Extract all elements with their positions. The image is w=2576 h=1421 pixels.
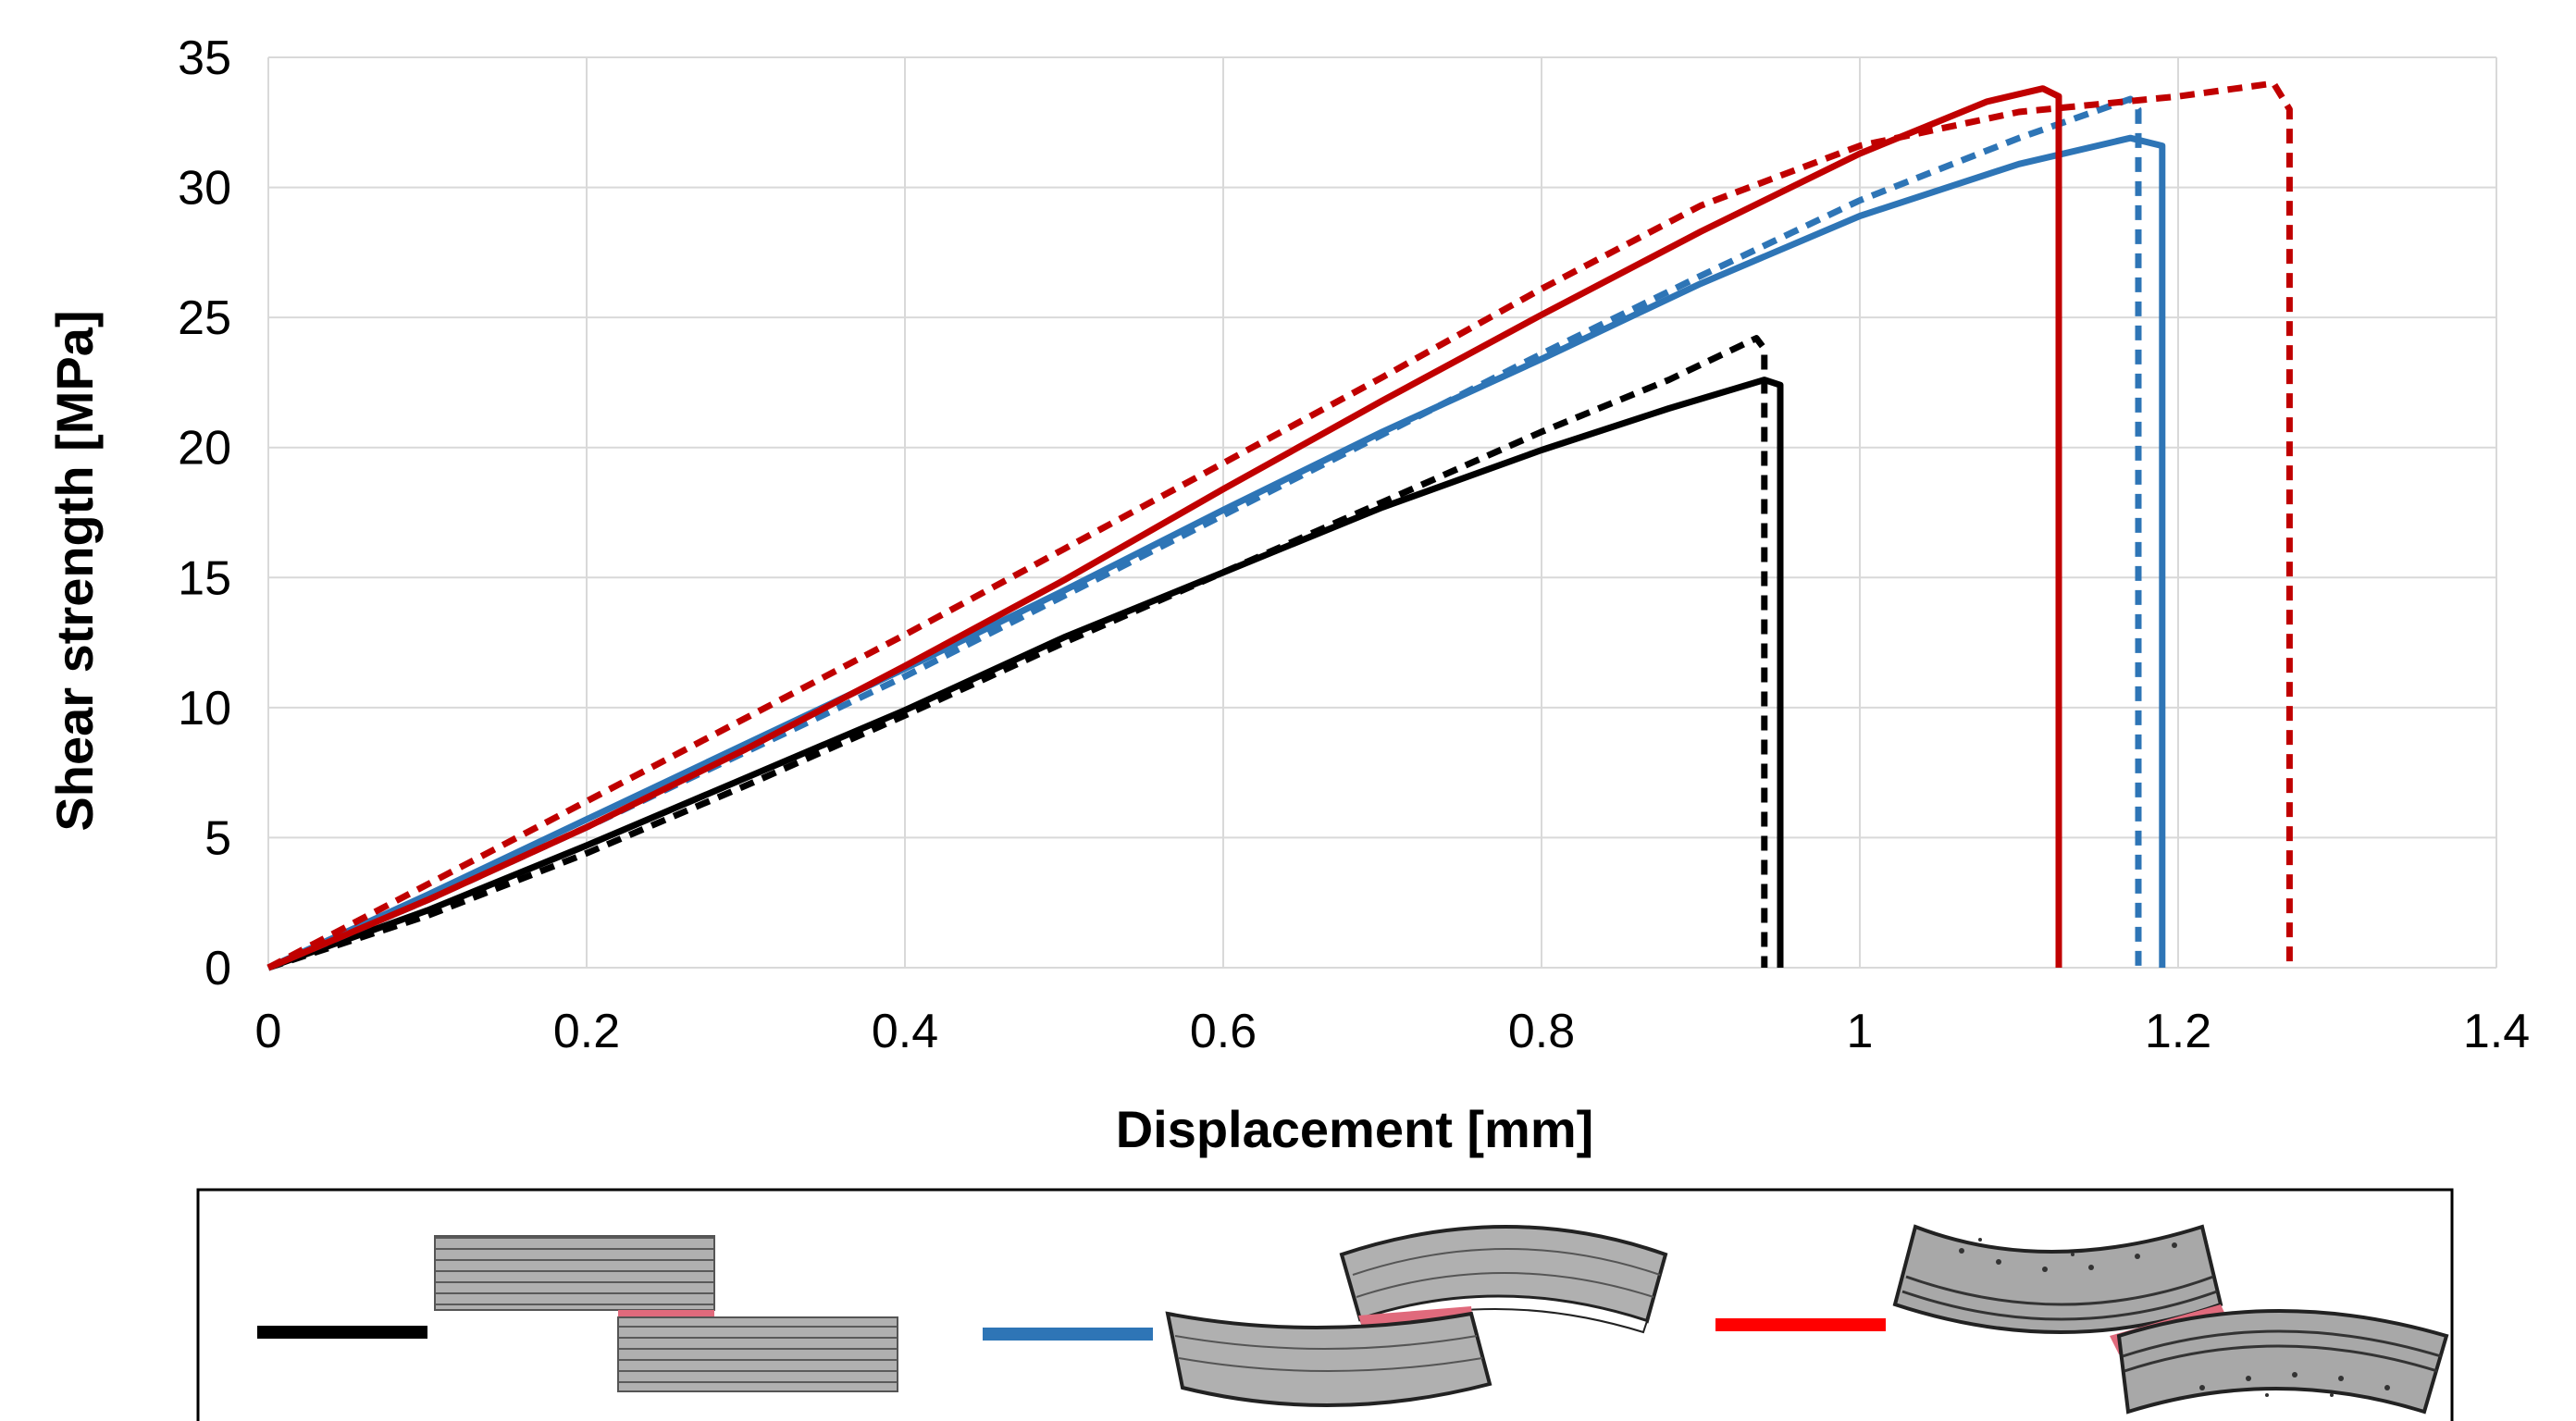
flat-lap-joint-diagram <box>434 1235 898 1392</box>
y-axis-title: Shear strength [MPa] <box>45 310 104 831</box>
y-tick-label: 15 <box>178 551 231 605</box>
y-tick-label: 0 <box>204 942 231 995</box>
series-layer <box>266 80 2293 971</box>
y-tick-label: 30 <box>178 162 231 216</box>
gridlines <box>267 56 2497 969</box>
y-tick-label: 5 <box>204 811 231 865</box>
curved-joint-diagram <box>1165 1225 1668 1408</box>
series-line-6 <box>266 80 2293 971</box>
x-tick-label: 0.4 <box>872 1005 938 1058</box>
series-line-2 <box>266 335 1768 971</box>
x-tick-label: 1 <box>1847 1005 1874 1058</box>
x-tick-label: 0.8 <box>1508 1005 1575 1058</box>
x-tick-label: 0.6 <box>1190 1005 1257 1058</box>
tick-labels: 0 5 10 15 20 25 30 35 0 0.2 0.4 0.6 0.8 1 1.2 1.4 <box>178 31 2530 1058</box>
x-axis-title: Displacement [mm] <box>1116 1100 1594 1158</box>
x-tick-label: 1.2 <box>2145 1005 2211 1058</box>
x-tick-label: 0 <box>255 1005 282 1058</box>
series-line-1 <box>266 377 1784 971</box>
y-tick-label: 35 <box>178 31 231 85</box>
series-line-5 <box>266 85 2062 971</box>
legend <box>196 1188 2454 1421</box>
y-tick-label: 10 <box>178 682 231 735</box>
curved-porous-joint-diagram <box>1892 1224 2449 1415</box>
y-tick-label: 20 <box>178 422 231 476</box>
series-line-4 <box>266 95 2142 971</box>
y-tick-label: 25 <box>178 291 231 345</box>
x-tick-label: 0.2 <box>553 1005 620 1058</box>
x-tick-label: 1.4 <box>2463 1005 2530 1058</box>
plot-area: 0 5 10 15 20 25 30 35 0 0.2 0.4 0.6 0.8 1 1.2 1.4 <box>178 31 2530 1058</box>
